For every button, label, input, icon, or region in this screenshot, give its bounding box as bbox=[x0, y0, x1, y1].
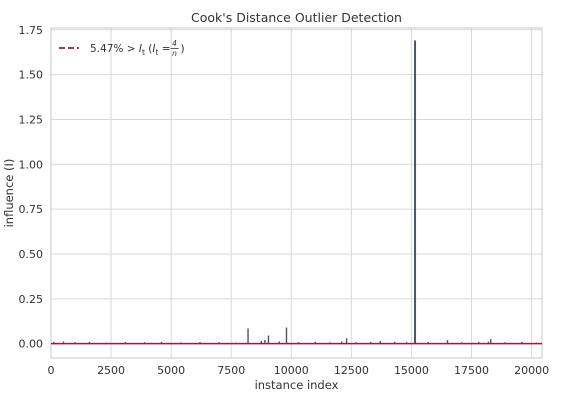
x-tick-label: 0 bbox=[48, 364, 55, 377]
legend-text-part: t bbox=[155, 48, 158, 57]
x-tick-label: 10000 bbox=[274, 364, 309, 377]
chart-title: Cook's Distance Outlier Detection bbox=[191, 10, 402, 25]
x-tick-label: 2500 bbox=[97, 364, 125, 377]
y-tick-label: 1.75 bbox=[19, 24, 44, 37]
y-tick-label: 1.50 bbox=[19, 69, 44, 82]
legend-text-part: I bbox=[139, 43, 142, 55]
x-tick-label: 5000 bbox=[157, 364, 185, 377]
y-tick-label: 1.00 bbox=[19, 158, 44, 171]
legend-text-part: t bbox=[142, 48, 145, 57]
x-tick-label: 15000 bbox=[394, 364, 429, 377]
legend-text-part: ( bbox=[145, 43, 152, 55]
y-tick-label: 0.00 bbox=[19, 338, 44, 351]
x-tick-label: 20000 bbox=[514, 364, 549, 377]
x-tick-label: 12500 bbox=[334, 364, 369, 377]
legend-close-paren: ) bbox=[181, 43, 185, 55]
y-tick-label: 0.50 bbox=[19, 248, 44, 261]
legend-fraction-denominator: n bbox=[172, 49, 177, 58]
legend-text-part: 5.47% > bbox=[90, 43, 139, 55]
y-tick-label: 1.25 bbox=[19, 113, 44, 126]
x-tick-label: 7500 bbox=[217, 364, 245, 377]
plot-frame bbox=[50, 27, 543, 359]
legend: 5.47% > It (It = 4n) bbox=[59, 39, 185, 58]
legend-fraction-numerator: 4 bbox=[172, 39, 177, 48]
legend-entry: 5.47% > It (It = bbox=[90, 43, 171, 57]
legend-text-part: = bbox=[158, 43, 170, 55]
grid bbox=[50, 28, 542, 358]
x-axis-label: instance index bbox=[255, 378, 339, 392]
y-tick-label: 0.25 bbox=[19, 293, 44, 306]
y-tick-label: 0.75 bbox=[19, 203, 44, 216]
y-axis-label: influence (I) bbox=[2, 159, 16, 228]
x-tick-label: 17500 bbox=[454, 364, 489, 377]
plot-area bbox=[51, 28, 542, 358]
legend-text-part: I bbox=[152, 43, 155, 55]
